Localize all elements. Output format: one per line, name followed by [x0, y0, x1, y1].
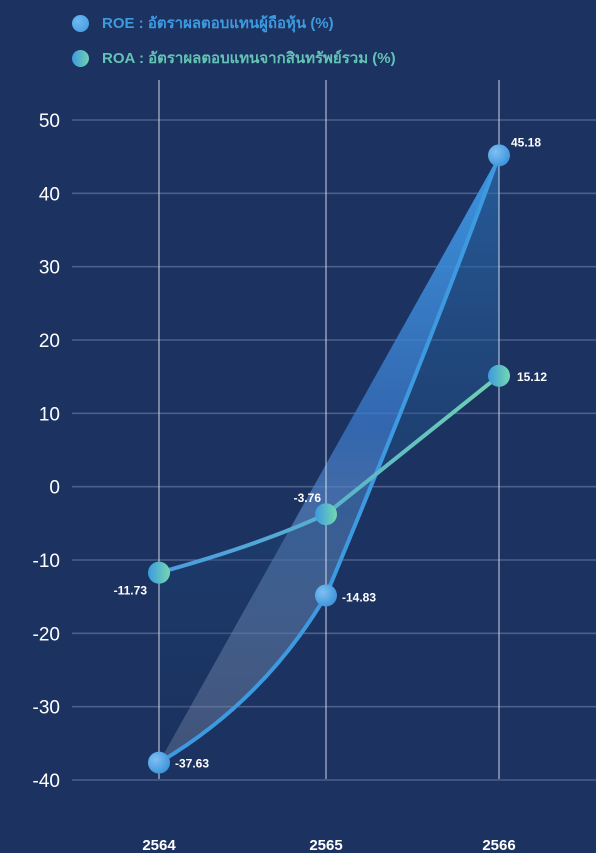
roa-legend-marker [72, 49, 89, 67]
y-tick-label: 20 [39, 331, 60, 352]
roe-data-label-2564: -37.63 [175, 757, 209, 771]
roe-line [157, 153, 501, 765]
y-tick-label: 30 [39, 258, 60, 279]
roa-data-label-2565: -3.76 [294, 491, 322, 505]
y-tick-label: -10 [33, 551, 60, 572]
gridlines [72, 119, 596, 781]
legend-item-roe: ROE : อัตราผลตอบแทนผู้ถือหุ้น (%) [72, 12, 396, 34]
roa-point-2564 [148, 561, 170, 584]
x-tick-label-2566: 2566 [482, 837, 515, 853]
labels: 50 40 30 20 10 0 -10 -20 -30 -40 2564 2565 2566 -37.6… [33, 111, 548, 853]
roa-point-2566 [488, 364, 510, 387]
roe-legend-label: ROE : อัตราผลตอบแทนผู้ถือหุ้น (%) [102, 15, 334, 32]
legend: ROE : อัตราผลตอบแทนผู้ถือหุ้น (%) ROA : … [72, 12, 396, 82]
x-tick-label-2564: 2564 [142, 837, 176, 853]
y-tick-label: -20 [33, 624, 60, 645]
legend-item-roa: ROA : อัตราผลตอบแทนจากสินทรัพย์รวม (%) [72, 47, 396, 69]
roe-legend-marker [72, 14, 89, 32]
roa-point-2565 [315, 503, 337, 526]
roe-data-label-2566: 45.18 [511, 135, 541, 149]
points [148, 144, 510, 774]
roa-legend-label: ROA : อัตราผลตอบแทนจากสินทรัพย์รวม (%) [102, 50, 396, 67]
x-tick-label-2565: 2565 [309, 837, 342, 853]
roa-data-label-2564: -11.73 [114, 584, 148, 598]
y-tick-label: -30 [33, 698, 60, 719]
y-tick-label: 0 [49, 478, 60, 499]
y-tick-label: -40 [33, 771, 60, 792]
category-lines [158, 80, 500, 779]
roa-data-label-2566: 15.12 [517, 370, 547, 384]
roe-point-2564 [148, 751, 170, 774]
roa-area [159, 155, 499, 763]
roe-data-label-2565: -14.83 [342, 590, 376, 604]
roe-point-2566 [488, 144, 510, 167]
areas [159, 155, 499, 763]
roe-point-2565 [315, 584, 337, 607]
roe-area [159, 155, 499, 763]
y-tick-label: 50 [39, 111, 60, 132]
y-tick-label: 10 [39, 404, 60, 425]
y-tick-label: 40 [39, 184, 60, 205]
